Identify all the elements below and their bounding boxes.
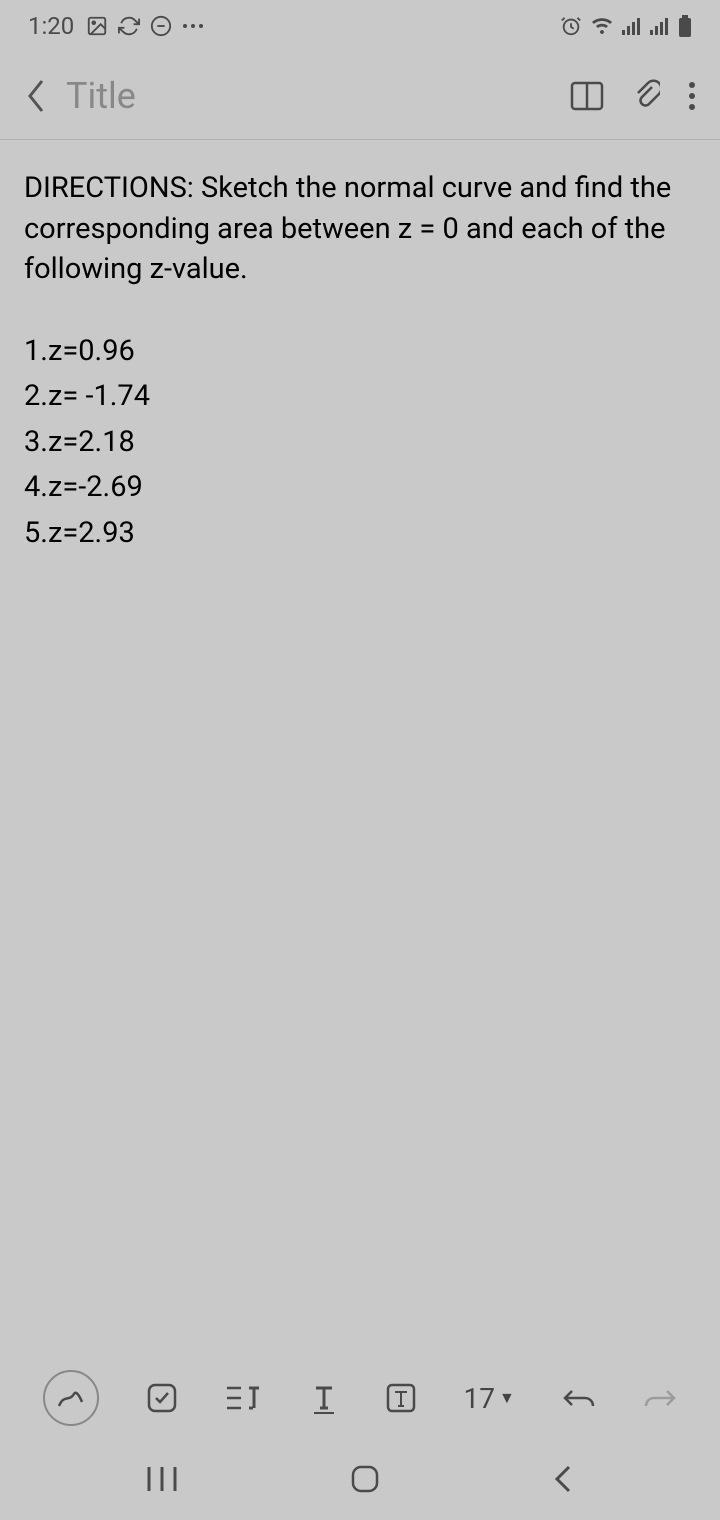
title-input[interactable]: Title [66, 75, 570, 117]
attachment-icon[interactable] [632, 79, 660, 113]
recents-button[interactable] [147, 1465, 177, 1493]
note-content[interactable]: DIRECTIONS: Sketch the normal curve and … [0, 140, 720, 585]
battery-icon [678, 15, 692, 37]
dropdown-arrow-icon: ▼ [499, 1388, 515, 1408]
text-format-tool[interactable] [310, 1382, 338, 1414]
reader-icon[interactable] [570, 81, 604, 111]
alarm-icon [560, 15, 582, 37]
z-value-item: 2.z= -1.74 [24, 375, 696, 419]
status-left: 1:20 [28, 12, 204, 40]
z-value-item: 4.z=-2.69 [24, 466, 696, 510]
signal-icon-2 [650, 17, 670, 35]
header-icons [570, 79, 696, 113]
app-header: Title [0, 52, 720, 140]
editor-toolbar: 17 ▼ [0, 1358, 720, 1438]
back-nav-button[interactable] [553, 1464, 573, 1494]
back-button[interactable] [24, 77, 48, 115]
home-button[interactable] [350, 1464, 380, 1494]
font-size-selector[interactable]: 17 ▼ [464, 1382, 515, 1415]
checkbox-tool[interactable] [146, 1382, 178, 1414]
z-value-item: 5.z=2.93 [24, 512, 696, 556]
status-time: 1:20 [28, 12, 74, 40]
status-right [560, 15, 692, 37]
redo-button[interactable] [643, 1385, 677, 1411]
more-icon [182, 22, 204, 30]
text-box-tool[interactable] [385, 1382, 417, 1414]
image-icon [86, 15, 108, 37]
wifi-icon [590, 16, 614, 36]
signal-icon-1 [622, 17, 642, 35]
directions-text: DIRECTIONS: Sketch the normal curve and … [24, 168, 696, 290]
z-value-item: 3.z=2.18 [24, 421, 696, 465]
status-icons-left [86, 15, 204, 37]
more-vertical-icon[interactable] [688, 81, 696, 111]
system-nav-bar [0, 1438, 720, 1520]
status-bar: 1:20 [0, 0, 720, 52]
sync-icon [118, 15, 140, 37]
minus-circle-icon [150, 15, 172, 37]
text-indent-tool[interactable] [225, 1384, 263, 1412]
z-values-list: 1.z=0.96 2.z= -1.74 3.z=2.18 4.z=-2.69 5… [24, 330, 696, 556]
pen-tool[interactable] [43, 1370, 99, 1426]
z-value-item: 1.z=0.96 [24, 330, 696, 374]
font-size-value: 17 [464, 1382, 495, 1415]
undo-button[interactable] [562, 1385, 596, 1411]
